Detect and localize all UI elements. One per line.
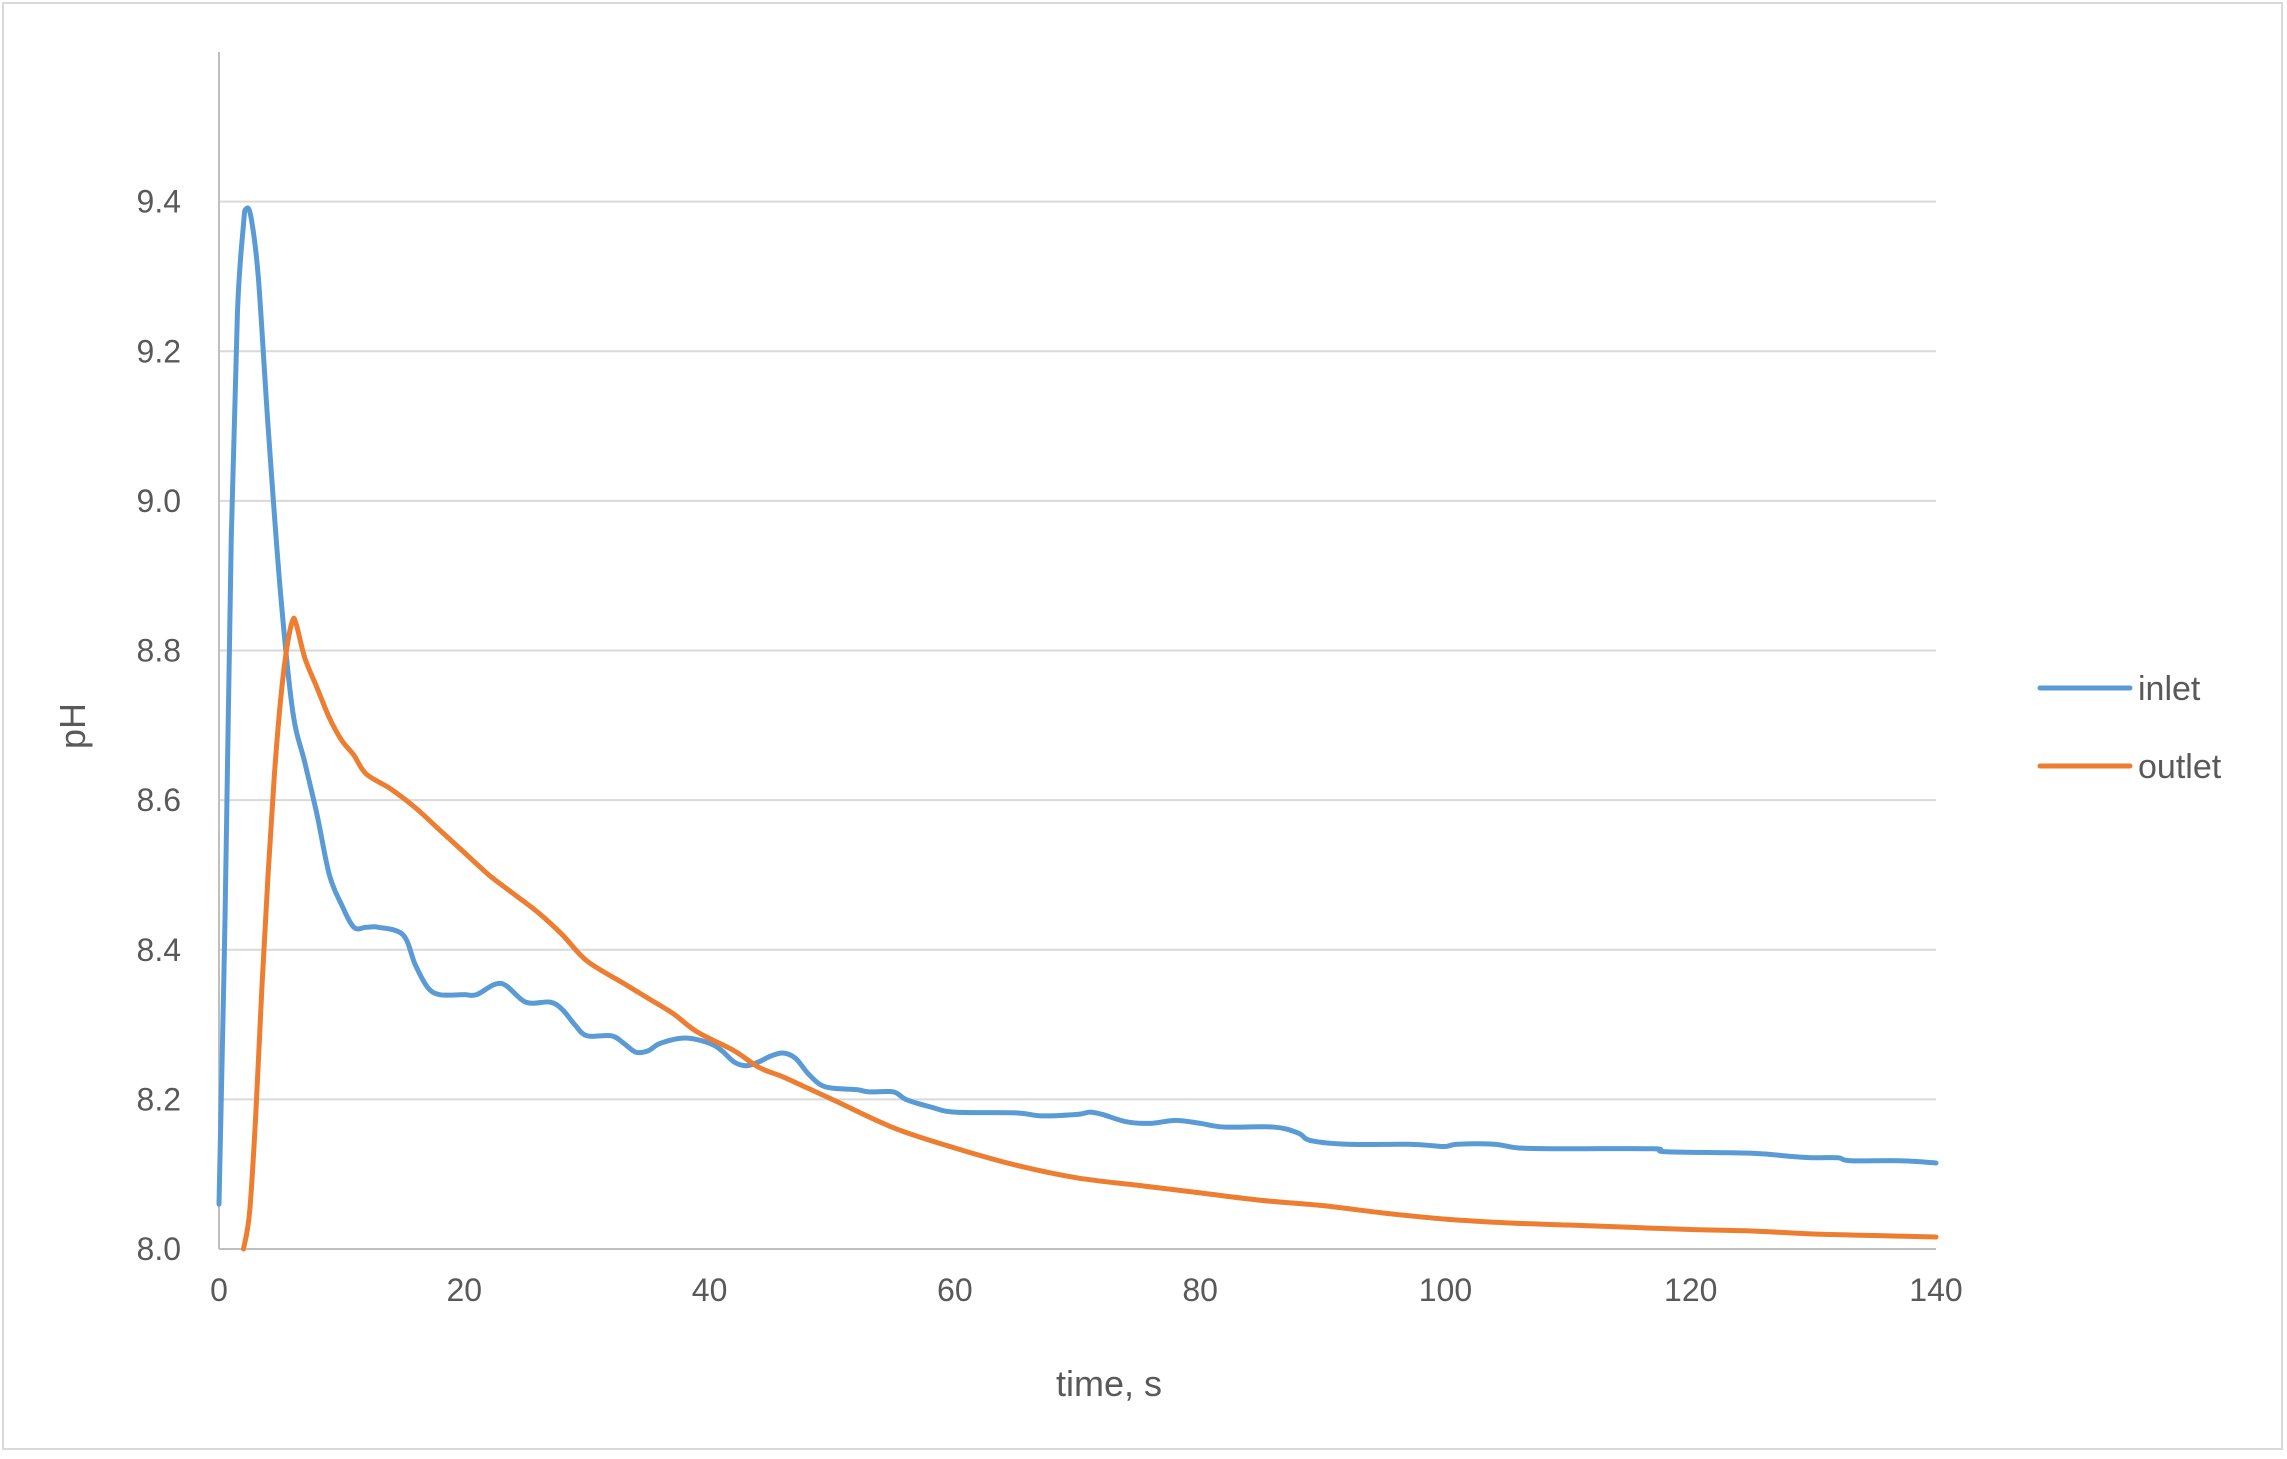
x-tick-label: 120 [1664,1272,1717,1308]
y-tick-label: 9.2 [137,333,181,369]
x-tick-label: 100 [1419,1272,1472,1308]
y-tick-label: 8.0 [137,1231,181,1267]
x-axis-label: time, s [1056,1363,1162,1404]
legend-label-outlet: outlet [2138,748,2222,786]
x-tick-label: 40 [692,1272,728,1308]
y-axis-label: pH [52,703,93,749]
x-tick-labels: 0 20 40 60 80 100 120 140 [210,1272,1963,1308]
gridlines [219,200,1936,1101]
y-tick-label: 9.4 [137,184,181,220]
y-tick-label: 8.6 [137,782,181,818]
y-tick-labels: 8.0 8.2 8.4 8.6 8.8 9.0 9.2 9.4 [137,184,181,1267]
y-tick-label: 8.4 [137,932,181,968]
y-tick-label: 8.8 [137,633,181,669]
series-line-outlet [241,615,1939,1252]
x-tick-label: 80 [1182,1272,1218,1308]
series-line-inlet [216,205,1939,1207]
y-tick-label: 9.0 [137,483,181,519]
legend: inlet outlet [2037,670,2222,786]
x-tick-label: 20 [446,1272,482,1308]
x-tick-label: 140 [1909,1272,1962,1308]
axes [218,52,1936,1250]
x-tick-label: 0 [210,1272,228,1308]
y-tick-label: 8.2 [137,1081,181,1117]
legend-label-inlet: inlet [2138,670,2201,708]
series-lines [216,205,1939,1252]
x-tick-label: 60 [937,1272,973,1308]
